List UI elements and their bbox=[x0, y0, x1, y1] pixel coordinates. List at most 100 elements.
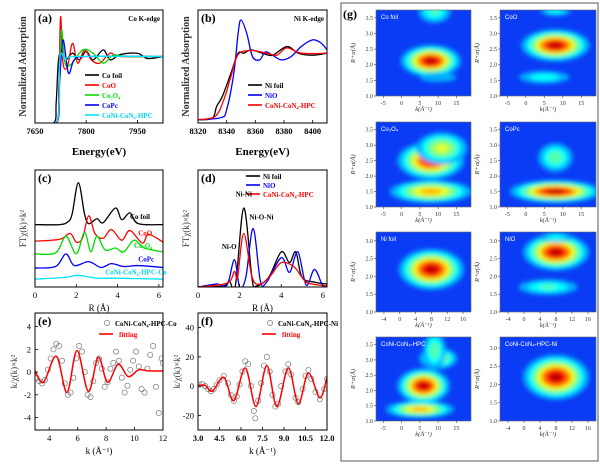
x-tick-label: 4 bbox=[414, 317, 417, 323]
y-tick-label: 1.0 bbox=[366, 94, 374, 100]
y-tick-label: 2.5 bbox=[490, 159, 498, 165]
x-axis-label: k(Å⁻¹) bbox=[540, 105, 557, 113]
data-point bbox=[124, 382, 131, 389]
series-line-CoNi-CoN₄-HPC-Co bbox=[35, 274, 163, 280]
heatmap-title: Co foil bbox=[381, 15, 398, 21]
heatmap-frame bbox=[499, 121, 597, 208]
y-tick-label: 0 bbox=[27, 367, 31, 377]
data-point bbox=[220, 372, 227, 379]
heatmap-area bbox=[500, 10, 596, 96]
heatmap-subplot: NiO -4 0 4 8 12 16 1.0 1.5 2.0 2.5 3.0 k(Å⁻¹) R+α(Å) bbox=[473, 231, 597, 329]
plot-area bbox=[35, 182, 163, 280]
x-tick-label: -5 bbox=[381, 101, 386, 107]
x-tick-label: 0 bbox=[33, 290, 37, 300]
heatmap-blobs bbox=[509, 143, 596, 203]
y-tick-label: 1.0 bbox=[490, 94, 498, 100]
heatmap-contour bbox=[547, 151, 563, 164]
data-point bbox=[230, 397, 237, 404]
panel-label: (b) bbox=[201, 11, 216, 25]
panel-g-frame bbox=[340, 2, 599, 462]
y-tick-label: 2.5 bbox=[490, 257, 498, 263]
data-point bbox=[245, 361, 252, 368]
data-point bbox=[118, 374, 125, 381]
legend-label: CoNi-CoN₄-HPC-Co bbox=[115, 320, 177, 328]
data-point bbox=[101, 383, 108, 390]
x-axis-label: R (Å) bbox=[252, 303, 273, 313]
heatmap-contour bbox=[539, 284, 557, 290]
x-tick-label: 2 bbox=[74, 290, 78, 300]
legend-label: NiO bbox=[265, 92, 278, 100]
series-label: Co₃O₄ bbox=[134, 242, 153, 250]
heatmap-title: CoPc bbox=[505, 127, 520, 133]
series-line-CoNi-CoN₄-HPC bbox=[198, 47, 327, 121]
plot-frame bbox=[34, 9, 164, 124]
plot-area bbox=[35, 340, 163, 416]
x-tick-label: 8360 bbox=[247, 126, 264, 136]
y-tick-label: 2.5 bbox=[366, 257, 374, 263]
peak-annotation: Ni-Ni bbox=[236, 190, 252, 198]
x-tick-label: 12 bbox=[569, 317, 575, 323]
heatmap-contour bbox=[418, 382, 429, 390]
panel-label: (c) bbox=[38, 171, 51, 185]
x-axis-label: R (Å) bbox=[89, 303, 110, 313]
heatmap-subplot: Co foil -5 0 5 10 15 1.0 1.5 2.0 2.5 3.0 3.5 k(Å⁻¹) R… bbox=[349, 9, 472, 113]
x-tick-label: 8320 bbox=[190, 126, 207, 136]
y-tick-label: 1.5 bbox=[366, 190, 374, 196]
data-point bbox=[213, 381, 220, 388]
heatmap-subplot: Ni foil -4 0 4 8 12 16 1.0 1.5 2.0 2.5 3.0 k(Å⁻¹) R+α… bbox=[349, 231, 472, 329]
x-tick-label: 8 bbox=[555, 317, 558, 323]
data-point bbox=[316, 396, 323, 403]
x-tick-label: 4 bbox=[539, 426, 542, 432]
y-tick-label: 2.5 bbox=[366, 373, 374, 379]
series-line-NiO bbox=[198, 19, 327, 121]
data-point bbox=[278, 383, 285, 390]
y-tick-label: 3.0 bbox=[366, 358, 374, 364]
heatmap-subplot: CoPc -5 0 5 10 15 1.0 1.5 2.0 2.5 3.0 3.5 k(Å⁻¹) R+α(… bbox=[473, 121, 597, 224]
y-tick-label: 4 bbox=[27, 322, 32, 332]
data-point bbox=[76, 342, 83, 349]
y-tick-label: 1.5 bbox=[366, 78, 374, 84]
heatmap-blobs bbox=[400, 10, 461, 82]
legend-label: CoNi-CoN₄-HPC bbox=[265, 102, 316, 110]
x-axis-label: k (Å⁻¹) bbox=[86, 446, 113, 456]
y-axis-label: R+α(Å) bbox=[349, 369, 357, 390]
series-line-CoNi-CoN₄-HPC bbox=[198, 232, 327, 287]
series-line-Co foil bbox=[35, 49, 163, 123]
plot-area bbox=[198, 353, 327, 422]
heatmap-area bbox=[376, 122, 471, 207]
peak-annotation: Ni-O bbox=[222, 243, 237, 251]
data-point bbox=[216, 377, 223, 384]
heatmap-frame bbox=[375, 121, 472, 208]
x-axis-label: k(Å⁻¹) bbox=[415, 216, 432, 224]
heatmap-blobs bbox=[523, 354, 589, 400]
series-line-CoO bbox=[35, 15, 163, 123]
y-tick-label: 2 bbox=[27, 344, 31, 354]
heatmap-frame bbox=[499, 336, 597, 422]
x-tick-label: 4 bbox=[47, 433, 52, 443]
x-tick-label: 0 bbox=[524, 101, 527, 107]
x-tick-label: 4.5 bbox=[214, 433, 225, 443]
data-point bbox=[107, 365, 114, 372]
fit-line bbox=[35, 349, 163, 394]
y-tick-label: 1.5 bbox=[490, 78, 498, 84]
y-tick-label: 3.5 bbox=[366, 343, 374, 349]
y-axis-label: Normalized Adsorption bbox=[181, 16, 192, 117]
x-tick-label: 15 bbox=[453, 101, 459, 107]
x-axis-label: k(Å⁻¹) bbox=[540, 321, 557, 329]
x-tick-label: 12 bbox=[444, 317, 450, 323]
data-point bbox=[210, 386, 217, 392]
x-tick-label: 12 bbox=[159, 433, 168, 443]
heatmap-contour bbox=[424, 57, 437, 65]
heatmap-contour bbox=[420, 188, 442, 195]
y-axis-label: R+α(Å) bbox=[349, 262, 357, 283]
heatmap-area bbox=[376, 337, 471, 421]
data-point bbox=[67, 389, 74, 396]
x-tick-label: 10 bbox=[435, 212, 441, 218]
y-tick-label: 1.0 bbox=[366, 310, 374, 316]
x-tick-label: 2 bbox=[237, 290, 241, 300]
x-tick-label: -5 bbox=[505, 101, 510, 107]
data-point bbox=[56, 342, 63, 349]
heatmap-contour bbox=[546, 234, 566, 241]
heatmap-area bbox=[376, 10, 471, 96]
